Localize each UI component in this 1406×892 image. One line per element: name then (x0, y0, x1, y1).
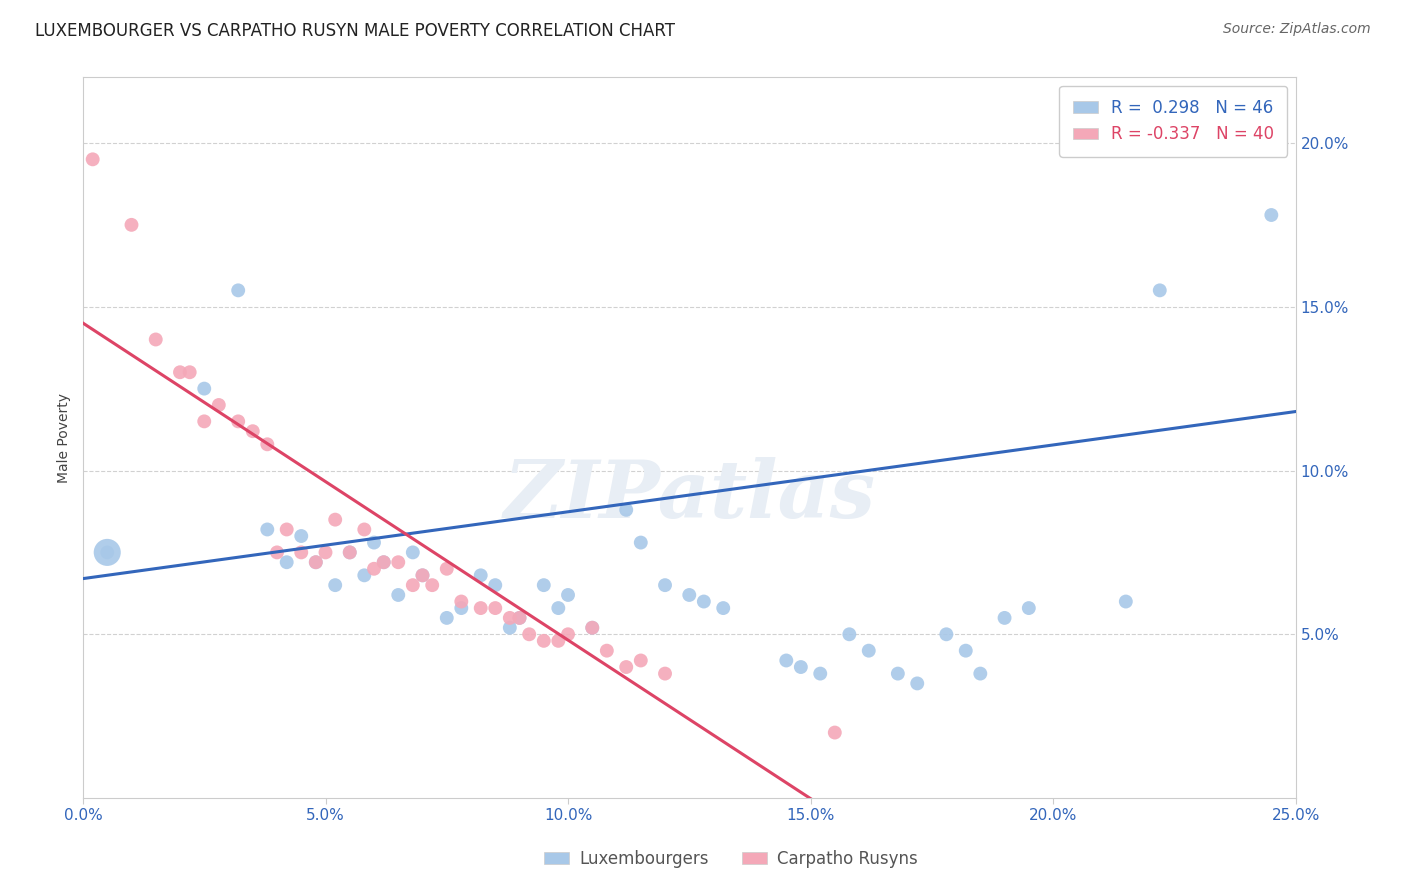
Legend: Luxembourgers, Carpatho Rusyns: Luxembourgers, Carpatho Rusyns (537, 844, 925, 875)
Point (614, 660, 637, 674)
Point (887, 666, 910, 681)
Text: Source: ZipAtlas.com: Source: ZipAtlas.com (1223, 22, 1371, 37)
Point (654, 666, 676, 681)
Point (305, 555, 328, 569)
Point (654, 578, 676, 592)
Point (82, 153, 104, 167)
Point (363, 535, 385, 549)
Point (226, 414, 249, 428)
Point (581, 621, 603, 635)
Point (470, 568, 492, 582)
Point (533, 578, 555, 592)
Point (955, 643, 977, 657)
Point (969, 666, 991, 681)
Point (775, 653, 797, 667)
Point (547, 601, 569, 615)
Point (242, 424, 264, 438)
Point (450, 601, 472, 615)
Point (169, 365, 191, 379)
Point (96, 545, 118, 559)
Point (373, 555, 395, 569)
Point (353, 523, 375, 537)
Point (824, 725, 846, 739)
Point (1149, 284, 1171, 298)
Point (412, 568, 434, 582)
Point (1018, 601, 1040, 615)
Point (614, 503, 637, 517)
Point (290, 545, 312, 559)
Point (499, 611, 522, 625)
Point (499, 621, 522, 635)
Point (693, 594, 716, 608)
Point (838, 627, 860, 641)
Point (547, 633, 569, 648)
Point (276, 555, 298, 569)
Point (226, 284, 249, 298)
Point (533, 633, 555, 648)
Point (858, 643, 880, 657)
Point (450, 594, 472, 608)
Point (193, 414, 215, 428)
Point (276, 523, 298, 537)
Point (266, 545, 288, 559)
Point (387, 588, 409, 602)
Point (145, 333, 167, 347)
Point (517, 627, 540, 641)
Point (993, 611, 1015, 625)
Point (323, 578, 346, 592)
Point (402, 545, 425, 559)
Point (339, 545, 361, 559)
Point (256, 523, 278, 537)
Point (1115, 594, 1137, 608)
Legend: R =  0.298   N = 46, R = -0.337   N = 40: R = 0.298 N = 46, R = -0.337 N = 40 (1059, 86, 1288, 157)
Point (339, 545, 361, 559)
Point (290, 529, 312, 543)
Y-axis label: Male Poverty: Male Poverty (58, 392, 72, 483)
Point (596, 643, 619, 657)
Text: ZIPatlas: ZIPatlas (503, 457, 876, 534)
Point (420, 578, 443, 592)
Point (305, 555, 328, 569)
Point (363, 562, 385, 576)
Point (935, 627, 957, 641)
Point (678, 588, 700, 602)
Point (208, 398, 231, 412)
Point (436, 611, 458, 625)
Point (711, 601, 734, 615)
Text: LUXEMBOURGER VS CARPATHO RUSYN MALE POVERTY CORRELATION CHART: LUXEMBOURGER VS CARPATHO RUSYN MALE POVE… (35, 22, 675, 40)
Point (387, 555, 409, 569)
Point (808, 666, 831, 681)
Point (436, 562, 458, 576)
Point (509, 611, 531, 625)
Point (790, 660, 813, 674)
Point (581, 621, 603, 635)
Point (256, 437, 278, 451)
Point (484, 578, 506, 592)
Point (96, 545, 118, 559)
Point (557, 627, 579, 641)
Point (509, 611, 531, 625)
Point (353, 568, 375, 582)
Point (412, 568, 434, 582)
Point (630, 535, 652, 549)
Point (905, 676, 928, 690)
Point (402, 578, 425, 592)
Point (323, 513, 346, 527)
Point (484, 601, 506, 615)
Point (315, 545, 337, 559)
Point (470, 601, 492, 615)
Point (121, 218, 143, 232)
Point (373, 555, 395, 569)
Point (557, 588, 579, 602)
Point (179, 365, 201, 379)
Point (630, 653, 652, 667)
Point (193, 382, 215, 396)
Point (1260, 208, 1282, 222)
